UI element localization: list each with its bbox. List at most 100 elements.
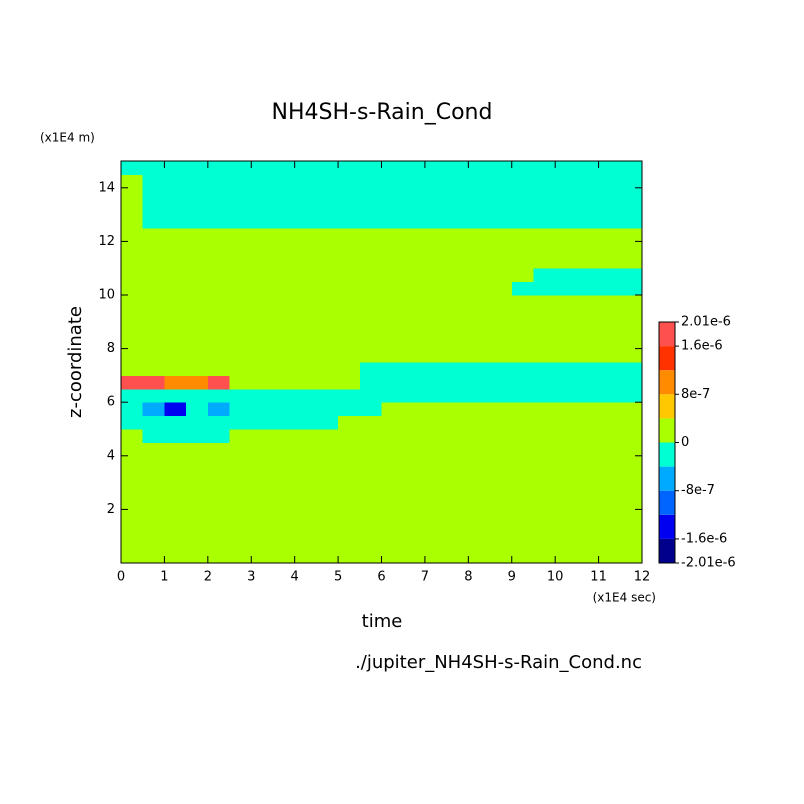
contour-cell bbox=[338, 281, 361, 296]
contour-cell bbox=[272, 228, 296, 242]
contour-cell bbox=[142, 321, 165, 336]
contour-cell bbox=[142, 455, 165, 470]
contour-cell bbox=[207, 375, 231, 390]
contour-cell bbox=[338, 362, 361, 376]
contour-cell bbox=[316, 348, 339, 363]
contour-cell bbox=[446, 402, 469, 417]
contour-cell bbox=[511, 469, 534, 484]
x-tick-label: 9 bbox=[508, 570, 516, 585]
contour-cell bbox=[121, 174, 144, 189]
contour-cell bbox=[359, 469, 382, 484]
contour-cell bbox=[164, 388, 187, 403]
contour-cell bbox=[511, 536, 534, 551]
contour-cell bbox=[229, 496, 252, 510]
contour-cell bbox=[533, 536, 556, 551]
contour-cell bbox=[142, 161, 165, 175]
contour-cell bbox=[468, 295, 491, 309]
contour-cell bbox=[381, 549, 404, 564]
contour-cell bbox=[381, 402, 404, 417]
contour-cell bbox=[272, 241, 296, 256]
contour-cell bbox=[381, 362, 404, 376]
contour-cell bbox=[490, 281, 513, 296]
contour-cell bbox=[316, 496, 339, 510]
contour-cell bbox=[142, 388, 165, 403]
contour-cell bbox=[533, 375, 556, 390]
contour-cell bbox=[555, 496, 578, 510]
contour-cell bbox=[403, 388, 426, 403]
contour-cell bbox=[164, 161, 187, 175]
contour-cell bbox=[207, 496, 231, 510]
contour-cell bbox=[121, 442, 144, 457]
contour-cell bbox=[207, 549, 231, 564]
contour-cell bbox=[316, 295, 339, 309]
contour-cell bbox=[142, 482, 165, 497]
contour-cell bbox=[490, 268, 513, 283]
contour-cell bbox=[229, 402, 252, 417]
contour-cell bbox=[424, 348, 448, 363]
contour-cell bbox=[294, 161, 317, 175]
contour-cell bbox=[381, 281, 404, 296]
contour-cell bbox=[338, 228, 361, 242]
contour-cell bbox=[359, 429, 382, 443]
contour-cell bbox=[620, 254, 643, 269]
contour-cell bbox=[555, 549, 578, 564]
contour-cell bbox=[598, 522, 621, 537]
contour-cell bbox=[186, 281, 209, 296]
contour-cell bbox=[164, 201, 187, 216]
contour-cell bbox=[207, 308, 231, 323]
contour-cell bbox=[555, 455, 578, 470]
contour-cell bbox=[229, 362, 252, 376]
contour-cell bbox=[186, 161, 209, 175]
contour-cell bbox=[598, 187, 621, 202]
contour-cell bbox=[186, 201, 209, 216]
contour-cell bbox=[164, 402, 187, 417]
contour-cell bbox=[294, 241, 317, 256]
contour-cell bbox=[598, 335, 621, 350]
contour-cell bbox=[142, 335, 165, 350]
contour-cell bbox=[468, 174, 491, 189]
contour-cell bbox=[511, 241, 534, 256]
contour-cell bbox=[207, 362, 231, 376]
contour-cell bbox=[403, 496, 426, 510]
contour-cell bbox=[359, 549, 382, 564]
contour-cell bbox=[251, 388, 274, 403]
contour-cell bbox=[620, 214, 643, 229]
contour-cell bbox=[142, 254, 165, 269]
contour-cell bbox=[272, 362, 296, 376]
contour-cell bbox=[424, 201, 448, 216]
contour-cell bbox=[186, 335, 209, 350]
contour-cell bbox=[316, 549, 339, 564]
contour-cell bbox=[511, 429, 534, 443]
contour-cell bbox=[142, 549, 165, 564]
contour-cell bbox=[468, 268, 491, 283]
contour-cell bbox=[533, 321, 556, 336]
contour-cell bbox=[229, 241, 252, 256]
contour-cell bbox=[533, 415, 556, 430]
contour-cell bbox=[359, 308, 382, 323]
contour-cell bbox=[207, 509, 231, 524]
contour-cell bbox=[620, 348, 643, 363]
contour-cell bbox=[316, 509, 339, 524]
contour-cell bbox=[316, 375, 339, 390]
contour-cell bbox=[251, 228, 274, 242]
contour-cell bbox=[533, 174, 556, 189]
contour-cell bbox=[251, 549, 274, 564]
contour-cell bbox=[555, 254, 578, 269]
contour-cell bbox=[490, 549, 513, 564]
contour-cell bbox=[142, 469, 165, 484]
contour-cell bbox=[186, 496, 209, 510]
contour-cell bbox=[511, 362, 534, 376]
contour-cell bbox=[424, 268, 448, 283]
contour-cell bbox=[186, 482, 209, 497]
contour-cell bbox=[251, 536, 274, 551]
contour-cell bbox=[338, 388, 361, 403]
contour-cell bbox=[338, 321, 361, 336]
contour-cell bbox=[533, 161, 556, 175]
contour-cell bbox=[272, 335, 296, 350]
contour-cell bbox=[598, 549, 621, 564]
contour-cell bbox=[186, 415, 209, 430]
contour-cell bbox=[511, 161, 534, 175]
contour-cell bbox=[272, 509, 296, 524]
contour-cell bbox=[555, 241, 578, 256]
contour-cell bbox=[207, 536, 231, 551]
